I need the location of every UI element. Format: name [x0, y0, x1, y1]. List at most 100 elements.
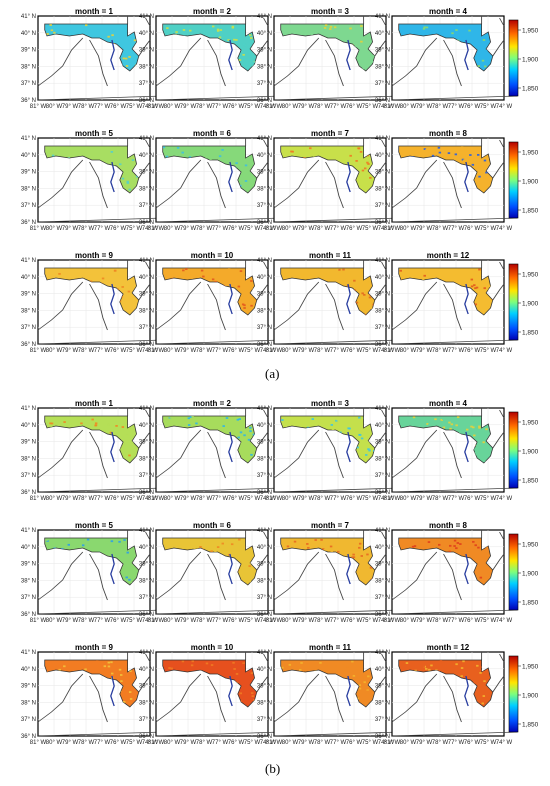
state-border: [499, 653, 505, 663]
value-cell: [485, 428, 488, 431]
lat-tick-label: 39° N: [375, 684, 390, 690]
value-cell: [243, 44, 247, 47]
state-border: [381, 531, 387, 541]
value-cell: [482, 676, 485, 679]
lat-tick-label: 40° N: [257, 423, 272, 429]
lat-tick-label: 40° N: [375, 31, 390, 37]
state-border: [391, 551, 438, 601]
lon-tick-label: 81° W: [30, 348, 47, 354]
value-cell: [242, 43, 246, 46]
colorbar-tick-label: 1,950: [522, 150, 539, 157]
value-cell: [126, 180, 129, 183]
value-cell: [437, 146, 441, 149]
value-cell: [477, 65, 481, 67]
value-cell: [425, 148, 428, 151]
colorbar-ramp: [508, 19, 519, 97]
state-border: [374, 39, 387, 57]
lat-tick-label: 37° N: [139, 81, 154, 87]
map-title: month = 5: [75, 521, 114, 530]
value-cell: [169, 416, 172, 419]
value-cell: [479, 576, 483, 579]
value-cell: [359, 150, 363, 153]
lon-tick-label: 74° W: [496, 740, 513, 746]
value-cell: [199, 546, 202, 548]
month-map: month = 12 41° N 40° N 39° N 38° N 37° N 36° N…: [375, 643, 518, 746]
value-cell: [45, 539, 48, 542]
value-cell: [455, 547, 458, 550]
state-border: [155, 95, 282, 101]
state-border: [391, 37, 438, 87]
lat-tick-label: 36° N: [139, 220, 154, 226]
lat-tick-label: 38° N: [257, 308, 272, 314]
value-cell: [171, 273, 174, 276]
value-cell: [325, 665, 328, 668]
value-cell: [362, 431, 365, 434]
lon-tick-label: 75° W: [480, 226, 497, 232]
lon-tick-label: 77° W: [330, 226, 347, 232]
value-cell: [93, 154, 97, 156]
lat-tick-label: 39° N: [257, 684, 272, 690]
state-border: [207, 431, 226, 479]
maryland-fill: [162, 659, 258, 708]
value-cell: [334, 665, 338, 668]
value-cell: [190, 664, 194, 667]
value-cell: [211, 25, 215, 28]
lon-tick-label: 75° W: [244, 618, 261, 624]
lon-tick-label: 81° W: [30, 226, 47, 232]
value-cell: [434, 418, 437, 421]
value-cell: [210, 664, 214, 666]
value-cell: [119, 674, 123, 676]
value-cell: [189, 416, 193, 418]
lon-tick-label: 78° W: [432, 618, 449, 624]
state-border: [263, 139, 269, 149]
lat-tick-label: 39° N: [257, 170, 272, 176]
lon-tick-label: 75° W: [126, 226, 143, 232]
value-cell: [202, 275, 205, 278]
lon-tick-label: 81° W: [384, 348, 401, 354]
map-title: month = 2: [193, 7, 232, 16]
lat-tick-label: 37° N: [21, 595, 36, 601]
value-cell: [484, 304, 487, 306]
value-cell: [108, 540, 112, 543]
chesapeake-bay: [346, 553, 351, 585]
lat-tick-label: 38° N: [257, 64, 272, 70]
value-cell: [181, 151, 184, 154]
value-cell: [468, 674, 471, 676]
lat-tick-label: 39° N: [139, 562, 154, 568]
state-border: [391, 609, 518, 615]
lat-tick-label: 41° N: [375, 406, 390, 412]
value-cell: [293, 540, 297, 543]
state-border: [89, 675, 108, 723]
lon-tick-label: 79° W: [180, 226, 197, 232]
colorbar-tick-label: 1,900: [522, 449, 539, 456]
value-cell: [472, 547, 475, 550]
maryland-fill: [44, 659, 140, 708]
panel-b: month = 141° N40° N39° N38° N37° N36° N8…: [21, 399, 539, 746]
state-border: [325, 675, 344, 723]
value-cell: [462, 159, 466, 162]
value-cell: [133, 39, 137, 42]
value-cell: [239, 696, 243, 699]
value-cell: [365, 440, 368, 443]
value-cell: [474, 303, 477, 306]
lat-tick-label: 40° N: [139, 153, 154, 159]
value-cell: [422, 27, 426, 30]
value-cell: [179, 423, 182, 426]
lon-tick-label: 75° W: [362, 618, 379, 624]
value-cell: [360, 555, 363, 557]
map-title: month = 10: [191, 251, 234, 260]
value-cell: [482, 39, 486, 41]
lon-tick-label: 75° W: [362, 226, 379, 232]
lon-tick-label: 79° W: [298, 104, 315, 110]
value-cell: [224, 284, 228, 286]
state-border: [443, 431, 462, 479]
lon-tick-label: 78° W: [314, 496, 331, 502]
map-title: month = 11: [309, 251, 352, 260]
value-cell: [483, 159, 487, 162]
value-cell: [178, 152, 181, 154]
value-cell: [481, 59, 485, 62]
value-cell: [238, 538, 241, 541]
month-map: month = 941° N40° N39° N38° N37° N36° N8…: [21, 251, 164, 354]
lat-tick-label: 37° N: [139, 473, 154, 479]
value-cell: [129, 670, 132, 673]
